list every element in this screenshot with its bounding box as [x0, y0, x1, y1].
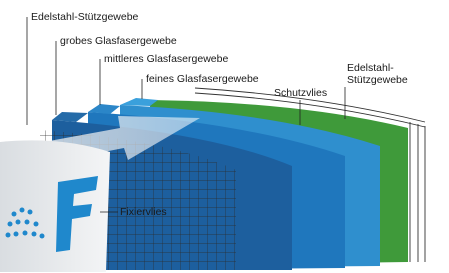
- filter-diagram: Edelstahl-Stützgewebe grobes Glasfaserge…: [0, 0, 449, 273]
- label: Edelstahl-: [347, 62, 394, 74]
- label: feines Glasfasergewebe: [146, 73, 259, 85]
- label: Fixiervlies: [120, 206, 167, 218]
- label: Edelstahl-Stützgewebe: [31, 11, 139, 23]
- label: mittleres Glasfasergewebe: [104, 53, 228, 65]
- fixiervlies-layer: [0, 140, 110, 272]
- label: Stützgewebe: [347, 74, 408, 86]
- label: grobes Glasfasergewebe: [60, 35, 177, 47]
- label: Schutzvlies: [274, 87, 327, 99]
